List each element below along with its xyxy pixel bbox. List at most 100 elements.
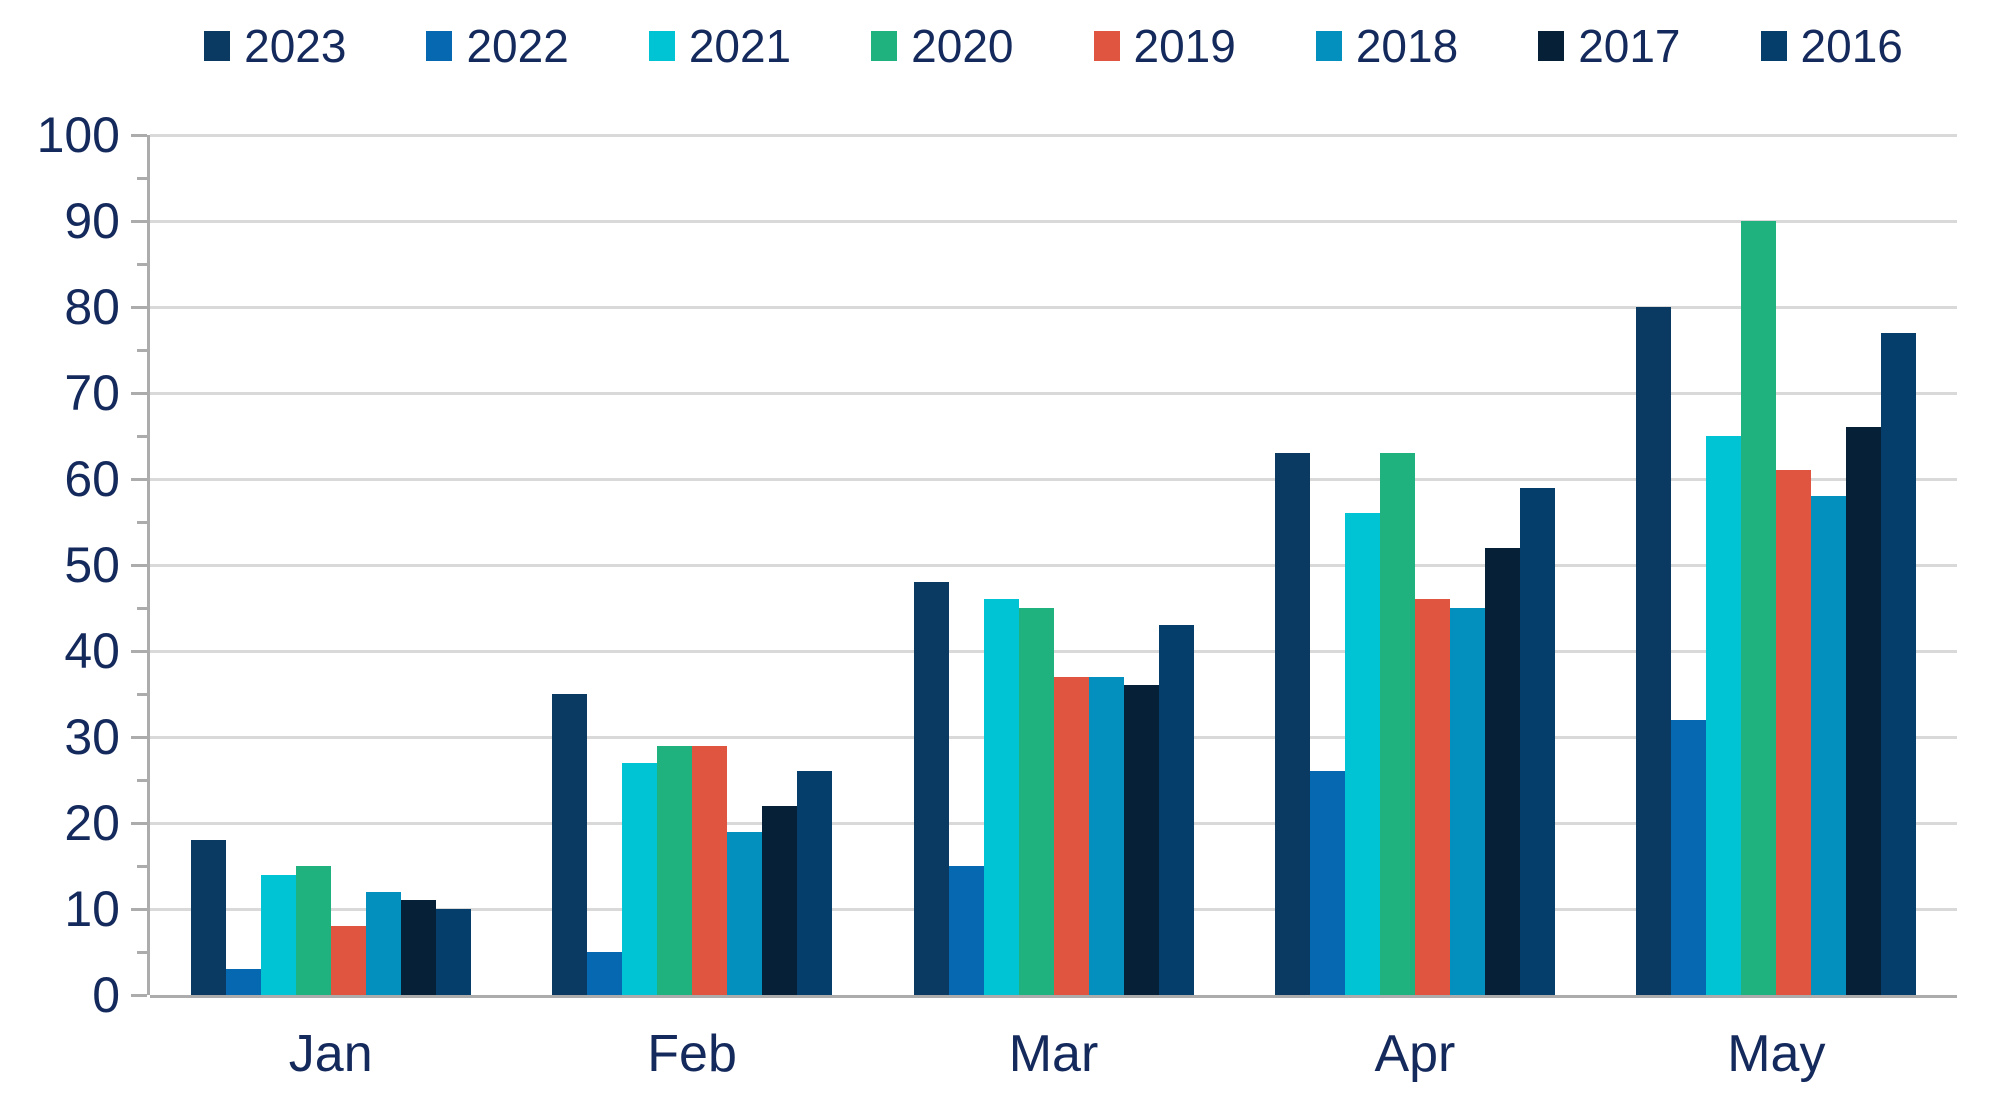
y-minor-tick-mark <box>137 348 147 352</box>
y-tick-mark <box>131 563 147 567</box>
legend-swatch-icon <box>1760 31 1787 61</box>
bar-2023-apr <box>1274 453 1310 995</box>
bar-2019-jan <box>330 926 366 995</box>
x-category-label: Apr <box>1374 1025 1456 1083</box>
bar-2021-may <box>1706 436 1742 995</box>
y-tick-label: 20 <box>64 795 120 851</box>
legend-swatch-icon <box>426 31 453 61</box>
bar-2020-apr <box>1379 453 1415 995</box>
bar-2018-feb <box>727 831 763 995</box>
bar-2021-apr <box>1344 513 1380 995</box>
y-tick-label: 10 <box>64 881 120 937</box>
y-tick-mark <box>131 305 147 309</box>
legend-year-label: 2019 <box>1133 20 1236 72</box>
bar-2021-jan <box>260 874 296 995</box>
y-minor-tick-mark <box>137 864 147 868</box>
y-tick-label: 80 <box>64 279 120 335</box>
bar-2016-feb <box>797 771 833 995</box>
y-axis: 0 10 20 30 40 50 60 70 80 90 100 <box>0 110 150 1020</box>
y-minor-tick-mark <box>137 262 147 266</box>
y-tick-label: 40 <box>64 623 120 679</box>
gridline <box>150 305 1957 309</box>
y-tick-label: 70 <box>64 365 120 421</box>
x-category-label: May <box>1727 1025 1826 1083</box>
bar-2022-apr <box>1309 771 1345 995</box>
gridline <box>150 477 1957 481</box>
bar-2019-feb <box>692 745 728 995</box>
bar-2018-mar <box>1088 676 1124 995</box>
legend-year-label: 2023 <box>244 20 347 72</box>
x-category-label: Mar <box>1008 1025 1099 1083</box>
bar-2022-may <box>1671 719 1707 995</box>
bar-group-jan <box>150 135 511 995</box>
bar-group-mar <box>873 135 1234 995</box>
gridline <box>150 391 1957 395</box>
bar-2023-may <box>1636 307 1672 995</box>
bar-2018-jan <box>365 891 401 995</box>
bar-2021-feb <box>622 762 658 995</box>
bar-2020-jan <box>295 866 331 995</box>
bar-2020-mar <box>1018 608 1054 995</box>
bar-groups <box>150 135 1957 995</box>
bar-2023-feb <box>552 694 588 995</box>
y-tick-label: 0 <box>92 967 120 1023</box>
y-tick-mark <box>131 219 147 223</box>
legend-year-label: 2018 <box>1355 20 1459 72</box>
legend-swatch-icon <box>648 31 675 61</box>
legend-year-label: 2017 <box>1578 20 1681 72</box>
legend-year-label: 2022 <box>466 20 569 72</box>
bar-2020-feb <box>657 745 693 995</box>
legend-year-label: 2016 <box>1800 20 1903 72</box>
bar-2019-apr <box>1414 599 1450 995</box>
bar-2017-jan <box>400 900 436 995</box>
bar-2016-mar <box>1158 625 1194 995</box>
y-tick-mark <box>131 477 147 481</box>
y-axis-line <box>147 135 150 995</box>
bar-2022-feb <box>587 952 623 995</box>
bar-2022-mar <box>948 866 984 995</box>
legend-entry: 2019 <box>1093 20 1236 72</box>
gridline <box>150 219 1957 223</box>
y-minor-tick-mark <box>137 606 147 610</box>
y-tick-mark <box>131 821 147 825</box>
y-tick-label: 30 <box>64 709 120 765</box>
legend-swatch-icon <box>1315 31 1342 61</box>
x-axis: Jan Feb Mar Apr May <box>150 1028 1957 1080</box>
legend-entry: 2018 <box>1315 20 1459 72</box>
legend-entry: 2020 <box>871 23 1014 69</box>
y-tick-mark <box>131 735 147 739</box>
gridline <box>150 133 1957 137</box>
y-tick-mark <box>131 391 147 395</box>
bar-2017-feb <box>762 805 798 995</box>
bar-2022-jan <box>225 969 261 995</box>
bar-group-apr <box>1234 135 1595 995</box>
y-minor-tick-mark <box>137 950 147 954</box>
x-category-label: Jan <box>288 1025 373 1083</box>
legend-swatch-icon <box>204 31 231 61</box>
bar-2019-may <box>1776 470 1812 995</box>
y-tick-mark <box>131 133 147 137</box>
bar-2016-apr <box>1519 487 1555 995</box>
bar-2023-jan <box>190 840 226 995</box>
legend-entry: 2017 <box>1538 20 1681 72</box>
y-minor-tick-mark <box>137 778 147 782</box>
bar-2016-may <box>1881 332 1917 995</box>
y-tick-mark <box>131 907 147 911</box>
legend-swatch-icon <box>871 31 898 61</box>
gridline <box>150 563 1957 567</box>
bar-2023-mar <box>913 582 949 995</box>
bar-2020-may <box>1741 221 1777 995</box>
bar-2021-mar <box>983 599 1019 995</box>
legend: 2023 2022 2021 2020 2019 2018 2017 2016 <box>150 20 1957 72</box>
legend-swatch-icon <box>1538 31 1565 61</box>
y-tick-label: 60 <box>64 451 120 507</box>
y-minor-tick-mark <box>137 520 147 524</box>
bar-2017-mar <box>1123 685 1159 995</box>
legend-entry: 2016 <box>1760 20 1903 72</box>
legend-swatch-icon <box>1093 31 1120 61</box>
y-tick-label: 100 <box>36 107 120 163</box>
bar-group-may <box>1596 135 1957 995</box>
y-tick-label: 90 <box>64 193 120 249</box>
y-minor-tick-mark <box>137 176 147 180</box>
x-category-label: Feb <box>647 1025 737 1083</box>
